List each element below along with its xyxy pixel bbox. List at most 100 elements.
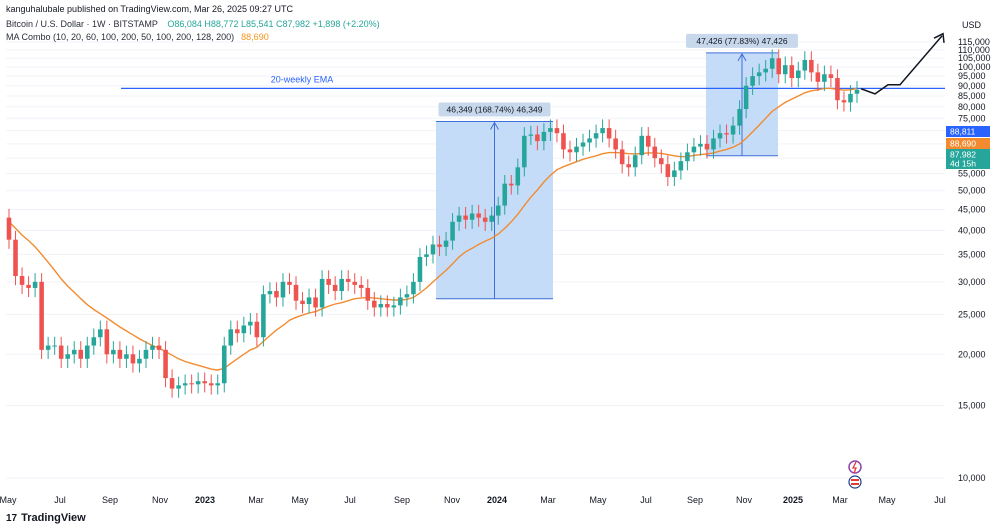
- candle-body: [143, 349, 149, 359]
- price-tag: [946, 149, 990, 160]
- candle-body: [495, 205, 501, 216]
- candle-body: [606, 128, 612, 139]
- us-flag-stripe: [851, 479, 859, 481]
- candle-body: [463, 215, 468, 220]
- candle-body: [639, 135, 645, 156]
- y-tick-label: 30,000: [958, 277, 986, 287]
- candle-body: [508, 183, 514, 186]
- candle-body: [235, 329, 240, 334]
- candle-body: [482, 217, 488, 222]
- candle-body: [156, 345, 162, 350]
- candle-body: [189, 383, 194, 385]
- x-tick-label: Jul: [344, 495, 356, 505]
- y-tick-label: 85,000: [958, 91, 986, 101]
- candle-body: [743, 85, 749, 110]
- candle-body: [776, 58, 782, 75]
- symbol-title: Bitcoin / U.S. Dollar · 1W · BITSTAMP: [6, 19, 158, 29]
- candle-body: [580, 142, 586, 147]
- candle-body: [665, 164, 671, 177]
- candle-body: [404, 294, 410, 298]
- candle-body: [587, 138, 592, 143]
- price-tag-label: 88,690: [950, 139, 976, 149]
- candle-body: [822, 74, 827, 82]
- ma-line: MA Combo (10, 20, 60, 100, 200, 50, 100,…: [6, 32, 269, 42]
- tradingview-brand[interactable]: 17 TradingView: [6, 512, 86, 524]
- y-tick-label: 55,000: [958, 169, 986, 179]
- candle-body: [319, 278, 325, 308]
- candle-body: [737, 109, 742, 126]
- candle-body: [19, 276, 25, 285]
- candle-body: [163, 349, 168, 379]
- x-tick-label: May: [589, 495, 607, 505]
- candle-body: [672, 170, 677, 177]
- candle-body: [561, 133, 566, 150]
- candle-body: [456, 215, 462, 222]
- x-tick-label: Jul: [934, 495, 946, 505]
- x-tick-label: May: [878, 495, 896, 505]
- candle-body: [789, 65, 795, 78]
- candle-body: [169, 378, 175, 389]
- candle-body: [293, 284, 299, 301]
- y-tick-label: 25,000: [958, 309, 986, 319]
- candle-body: [91, 337, 97, 346]
- candle-body: [796, 70, 801, 78]
- ema-curve: [8, 87, 858, 371]
- candle-body: [476, 213, 481, 218]
- ma-value: 88,690: [241, 32, 269, 42]
- x-tick-label: Mar: [248, 495, 264, 505]
- candle-body: [45, 345, 51, 350]
- x-tick-label: May: [291, 495, 309, 505]
- candle-body: [241, 325, 247, 334]
- y-tick-label: 15,000: [958, 401, 986, 411]
- candle-body: [698, 143, 703, 147]
- candle-body: [724, 133, 729, 135]
- candle-body: [548, 128, 553, 132]
- y-tick-label: 10,000: [958, 473, 986, 483]
- price-tag: [946, 158, 990, 169]
- candle-body: [26, 284, 31, 288]
- candle-body: [339, 278, 344, 292]
- candle-body: [104, 329, 110, 355]
- candle-body: [691, 146, 697, 153]
- price-tag: [946, 138, 990, 149]
- candle-body: [98, 329, 103, 338]
- candle-body: [711, 138, 716, 150]
- candle-body: [254, 321, 260, 338]
- measure-arrowhead: [490, 121, 499, 130]
- x-tick-label: Nov: [736, 495, 753, 505]
- candle-body: [756, 72, 762, 77]
- candle-body: [352, 281, 358, 285]
- candle-body: [202, 381, 207, 384]
- candle-body: [287, 281, 292, 285]
- x-tick-label: Jul: [640, 495, 652, 505]
- x-tick-label: Sep: [687, 495, 703, 505]
- candle-body: [574, 146, 579, 153]
- candle-body: [443, 240, 449, 247]
- measure-label-bg: [686, 33, 798, 48]
- candle-body: [535, 134, 540, 142]
- candle-body: [619, 149, 625, 165]
- candle-body: [78, 349, 84, 359]
- candle-body: [522, 135, 527, 168]
- x-tick-label: Jul: [54, 495, 66, 505]
- y-tick-label: 35,000: [958, 249, 986, 259]
- x-tick-label: Sep: [394, 495, 410, 505]
- candle-body: [769, 58, 775, 69]
- candle-body: [613, 138, 618, 150]
- measure-label-bg: [438, 102, 551, 117]
- price-tag: [946, 126, 990, 137]
- candle-body: [248, 321, 253, 326]
- projection-path: [860, 35, 943, 95]
- candle-body: [437, 244, 442, 247]
- candle-body: [398, 297, 403, 306]
- lightning-glyph: [851, 461, 857, 474]
- candle-body: [385, 304, 390, 308]
- candle-body: [632, 155, 638, 168]
- measure-label: 47,426 (77.83%) 47,426: [696, 36, 787, 46]
- candle-body: [326, 278, 331, 285]
- symbol-line: Bitcoin / U.S. Dollar · 1W · BITSTAMP O8…: [6, 19, 380, 29]
- candle-body: [848, 93, 853, 103]
- candle-body: [515, 167, 521, 186]
- candle-body: [39, 281, 44, 350]
